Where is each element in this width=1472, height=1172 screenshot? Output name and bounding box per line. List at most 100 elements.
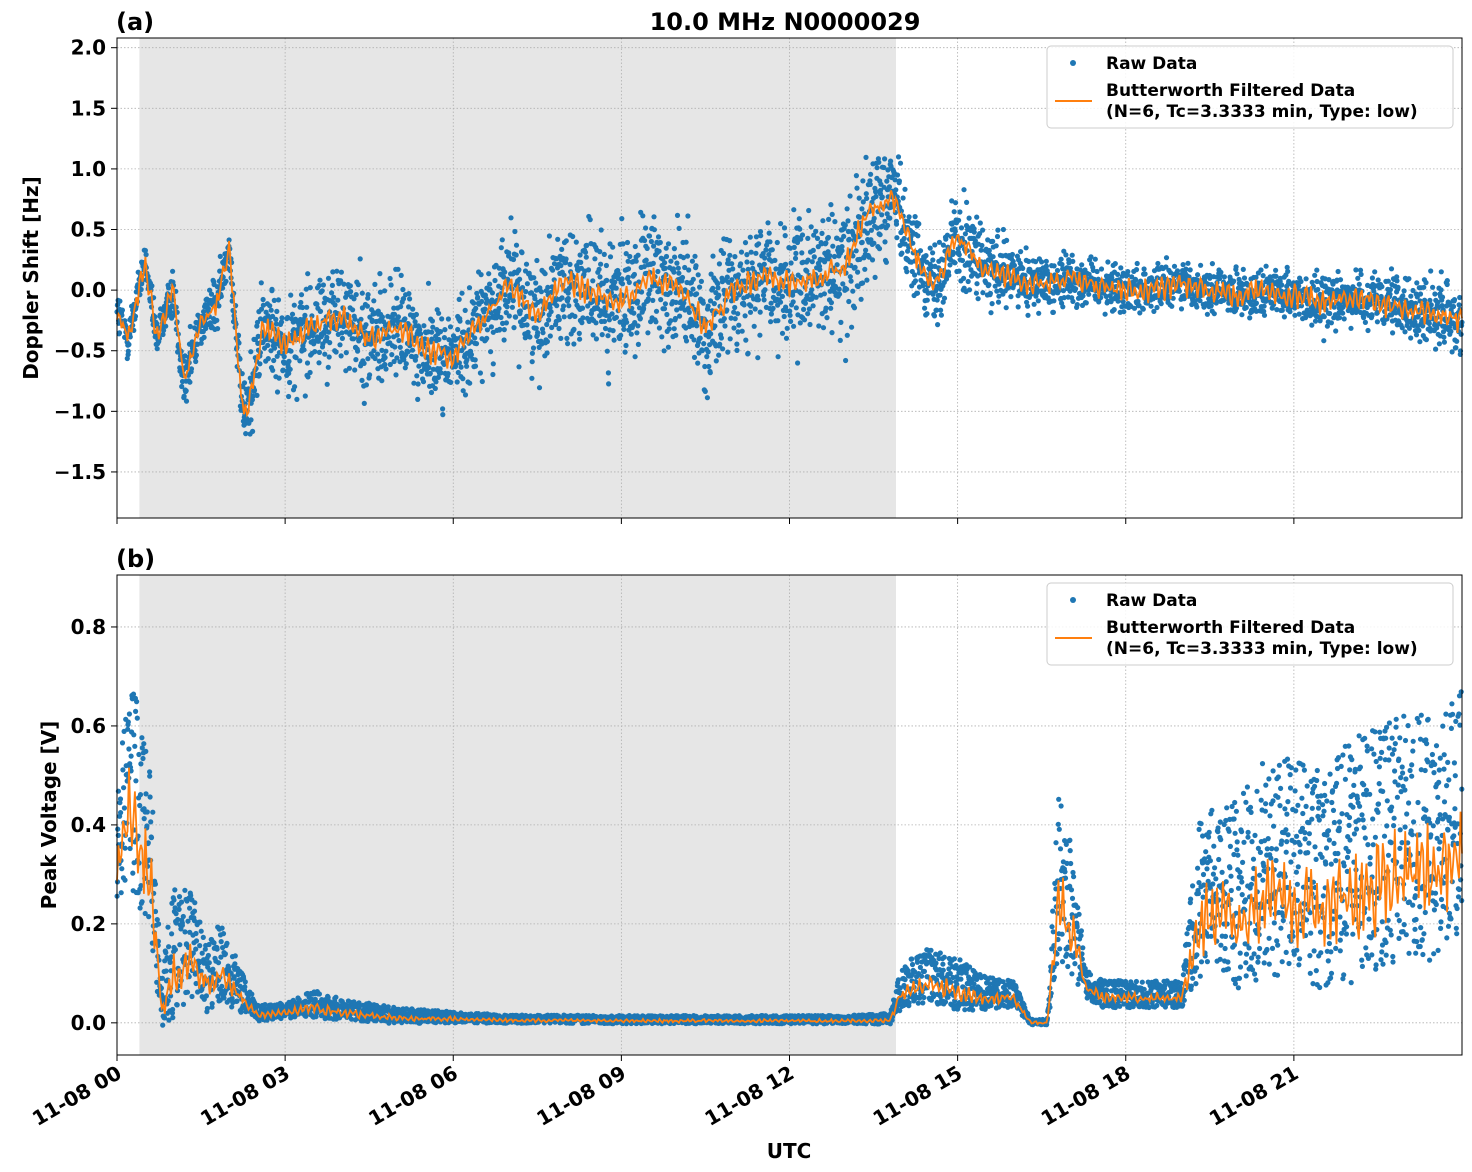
raw-data-point bbox=[377, 271, 383, 277]
raw-data-point bbox=[489, 290, 495, 296]
raw-data-point bbox=[734, 341, 740, 347]
raw-data-point bbox=[538, 289, 545, 295]
raw-data-point bbox=[535, 330, 541, 336]
raw-data-point bbox=[420, 379, 427, 385]
raw-data-point bbox=[414, 373, 420, 379]
raw-data-point bbox=[691, 354, 698, 360]
raw-data-point bbox=[1430, 284, 1436, 290]
raw-data-point bbox=[142, 247, 148, 254]
raw-data-point bbox=[1406, 276, 1412, 282]
raw-data-point bbox=[121, 785, 127, 791]
raw-data-point bbox=[626, 279, 632, 285]
raw-data-point bbox=[174, 1002, 180, 1008]
raw-data-point bbox=[1327, 310, 1333, 317]
raw-data-point bbox=[193, 358, 199, 365]
raw-data-point bbox=[1285, 268, 1291, 274]
raw-data-point bbox=[379, 378, 385, 384]
raw-data-point bbox=[598, 227, 604, 233]
raw-data-point bbox=[583, 254, 589, 260]
raw-data-point bbox=[561, 272, 567, 278]
raw-data-point bbox=[716, 292, 722, 298]
raw-data-point bbox=[598, 261, 604, 267]
raw-data-point bbox=[924, 311, 930, 317]
raw-data-point bbox=[781, 313, 787, 320]
raw-data-point bbox=[1328, 320, 1334, 326]
raw-data-point bbox=[1080, 293, 1086, 299]
raw-data-point bbox=[1031, 301, 1037, 307]
raw-data-point bbox=[867, 181, 873, 187]
raw-data-point bbox=[508, 215, 514, 221]
legend-label-raw: Raw Data bbox=[1106, 54, 1197, 74]
raw-data-point bbox=[938, 307, 944, 313]
raw-data-point bbox=[193, 930, 199, 937]
raw-data-point bbox=[326, 354, 332, 360]
raw-data-point bbox=[254, 319, 261, 325]
raw-data-point bbox=[777, 299, 784, 305]
raw-data-point bbox=[198, 340, 204, 346]
raw-data-point bbox=[1183, 266, 1189, 272]
raw-data-point bbox=[684, 253, 691, 259]
raw-data-point bbox=[436, 310, 442, 316]
raw-data-point bbox=[667, 290, 673, 296]
raw-data-point bbox=[455, 326, 461, 333]
raw-data-point bbox=[645, 296, 651, 302]
raw-data-point bbox=[486, 271, 492, 277]
raw-data-point bbox=[361, 360, 367, 366]
raw-data-point bbox=[352, 367, 358, 373]
raw-data-point bbox=[116, 330, 123, 336]
raw-data-point bbox=[1369, 313, 1375, 319]
raw-data-point bbox=[160, 1022, 166, 1028]
raw-data-point bbox=[839, 244, 845, 250]
raw-data-point bbox=[300, 304, 306, 311]
raw-data-point bbox=[799, 250, 805, 256]
raw-data-point bbox=[661, 306, 668, 312]
raw-data-point bbox=[359, 305, 365, 311]
raw-data-point bbox=[548, 309, 554, 315]
raw-data-point bbox=[498, 245, 504, 251]
raw-data-point bbox=[778, 221, 784, 227]
raw-data-point bbox=[645, 330, 651, 336]
raw-data-point bbox=[850, 288, 856, 294]
raw-data-point bbox=[610, 244, 616, 250]
raw-data-point bbox=[715, 285, 721, 291]
raw-data-point bbox=[632, 354, 638, 360]
raw-data-point bbox=[1408, 293, 1414, 299]
raw-data-point bbox=[1451, 297, 1458, 303]
raw-data-point bbox=[341, 281, 347, 287]
raw-data-point bbox=[915, 233, 921, 239]
raw-data-point bbox=[429, 336, 435, 342]
raw-data-point bbox=[488, 349, 494, 355]
raw-data-point bbox=[1092, 256, 1098, 262]
raw-data-point bbox=[707, 370, 713, 376]
raw-data-point bbox=[742, 240, 749, 246]
raw-data-point bbox=[883, 259, 890, 265]
panel-a-label: (a) bbox=[116, 8, 154, 36]
raw-data-point bbox=[826, 216, 832, 222]
raw-data-point bbox=[720, 250, 727, 256]
raw-data-point bbox=[986, 282, 992, 288]
raw-data-point bbox=[268, 307, 274, 313]
raw-data-point bbox=[1154, 304, 1160, 311]
raw-data-point bbox=[115, 826, 121, 832]
raw-data-point bbox=[472, 357, 478, 363]
raw-data-point bbox=[782, 233, 788, 239]
raw-data-point bbox=[333, 349, 339, 355]
raw-data-point bbox=[511, 325, 517, 331]
raw-data-point bbox=[260, 296, 266, 303]
raw-data-point bbox=[350, 336, 357, 342]
raw-data-point bbox=[1058, 256, 1064, 262]
raw-data-point bbox=[154, 321, 160, 327]
raw-data-point bbox=[650, 297, 656, 303]
raw-data-point bbox=[289, 311, 296, 317]
raw-data-point bbox=[134, 715, 140, 721]
raw-data-point bbox=[274, 389, 281, 395]
raw-data-point bbox=[464, 363, 470, 369]
raw-data-point bbox=[484, 327, 490, 333]
raw-data-point bbox=[346, 365, 352, 371]
raw-data-point bbox=[592, 256, 598, 262]
raw-data-point bbox=[912, 214, 918, 220]
raw-data-point bbox=[322, 351, 328, 357]
raw-data-point bbox=[817, 267, 823, 273]
raw-data-point bbox=[191, 908, 198, 914]
